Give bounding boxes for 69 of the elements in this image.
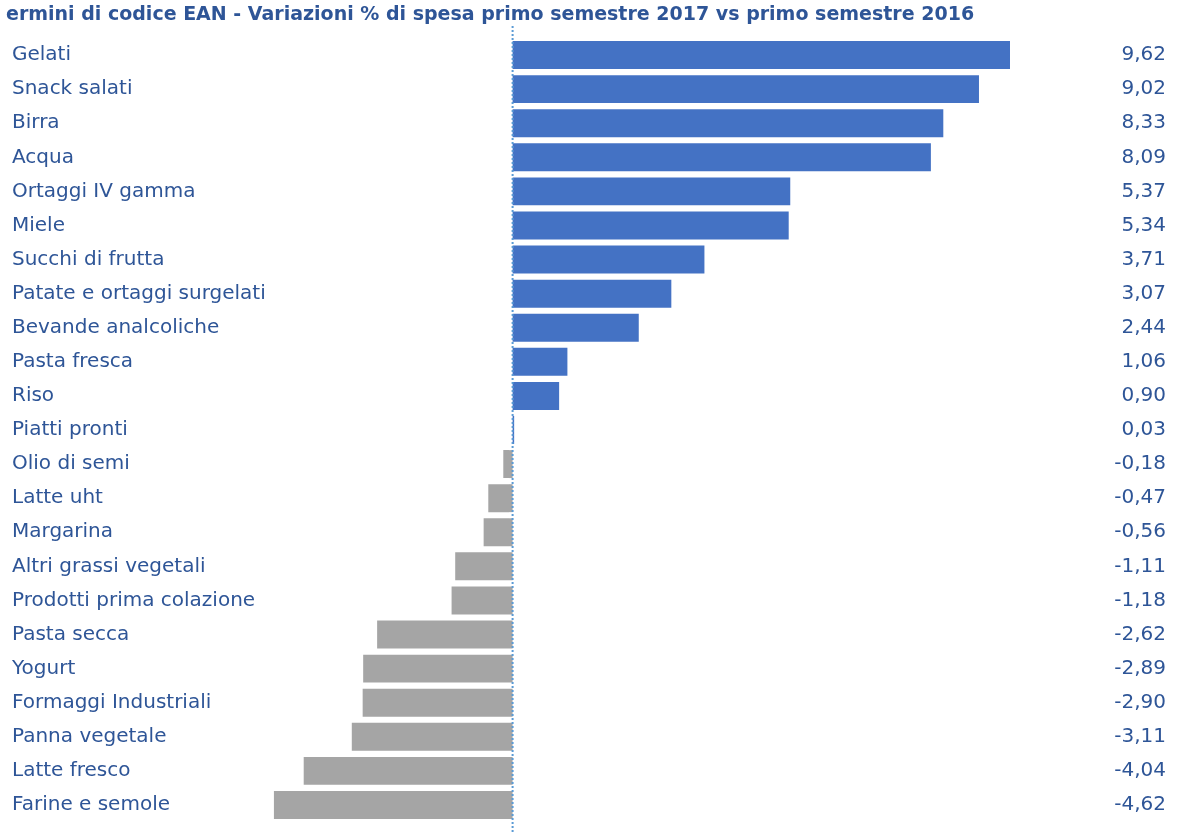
y-tick-label: Latte uht [12, 484, 104, 509]
data-label: 8,33 [1121, 109, 1166, 134]
bar [503, 450, 513, 479]
bar [512, 279, 672, 308]
bar [377, 620, 513, 649]
data-label: 8,09 [1121, 143, 1166, 168]
bar [488, 484, 513, 513]
y-tick-label: Gelati [12, 41, 72, 66]
bar [363, 654, 513, 683]
bar [512, 109, 944, 138]
data-label: 2,44 [1121, 313, 1166, 338]
y-tick-label: Snack salati [12, 75, 133, 100]
bar [512, 347, 568, 376]
data-label: 5,34 [1121, 211, 1166, 236]
y-tick-label: Yogurt [11, 654, 76, 679]
y-tick-label: Miele [12, 211, 65, 236]
y-tick-label: Ortaggi IV gamma [12, 177, 196, 202]
y-tick-label: Prodotti prima colazione [12, 586, 256, 611]
data-label: 0,03 [1121, 416, 1166, 441]
bar [273, 790, 513, 819]
data-label: 9,02 [1121, 75, 1166, 100]
bar [451, 586, 513, 615]
y-tick-label: Succhi di frutta [12, 245, 165, 270]
data-label: 3,71 [1121, 245, 1166, 270]
y-tick-label: Pasta fresca [12, 348, 134, 373]
y-tick-label: Formaggi Industriali [12, 688, 212, 713]
bar [512, 245, 705, 274]
bar [512, 381, 560, 410]
data-label: -2,90 [1114, 688, 1166, 713]
bar [512, 313, 639, 342]
data-label: -1,11 [1114, 552, 1166, 577]
data-label: 0,90 [1121, 382, 1166, 407]
data-label: -1,18 [1114, 586, 1166, 611]
y-tick-label: Riso [12, 382, 55, 407]
y-tick-label: Panna vegetale [12, 722, 167, 747]
bar [512, 41, 1010, 70]
bar [455, 552, 513, 581]
data-label: -4,62 [1114, 791, 1166, 816]
y-tick-label: Birra [12, 109, 60, 134]
bar [362, 688, 513, 717]
bar [351, 722, 513, 751]
bar [512, 177, 791, 206]
data-label: -2,62 [1114, 620, 1166, 645]
data-label: 3,07 [1121, 279, 1166, 304]
y-tick-label: Piatti pronti [12, 416, 128, 441]
y-tick-label: Latte fresco [12, 757, 131, 782]
y-tick-label: Altri grassi vegetali [12, 552, 206, 577]
bar [512, 143, 931, 172]
data-label: 1,06 [1121, 348, 1166, 373]
data-label: -0,18 [1114, 450, 1166, 475]
data-label: -0,56 [1114, 518, 1166, 543]
data-label: 5,37 [1121, 177, 1166, 202]
data-label: -3,11 [1114, 722, 1166, 747]
bar [303, 756, 513, 785]
bar [512, 75, 979, 104]
y-tick-label: Bevande analcoliche [12, 313, 220, 338]
y-tick-label: Patate e ortaggi surgelati [12, 279, 266, 304]
bar [483, 518, 513, 547]
y-tick-label: Margarina [12, 518, 114, 543]
y-tick-label: Farine e semole [12, 791, 171, 816]
bar [512, 211, 789, 240]
data-label: -4,04 [1114, 757, 1166, 782]
y-tick-label: Olio di semi [12, 450, 130, 475]
y-tick-label: Acqua [12, 143, 74, 168]
y-tick-label: Pasta secca [12, 620, 130, 645]
data-label: -0,47 [1114, 484, 1166, 509]
chart-title: ermini di codice EAN - Variazioni % di spesa primo semestre 2017 vs primo semestre 2016 [5, 1, 976, 26]
data-label: 9,62 [1121, 41, 1166, 66]
data-label: -2,89 [1114, 654, 1166, 679]
